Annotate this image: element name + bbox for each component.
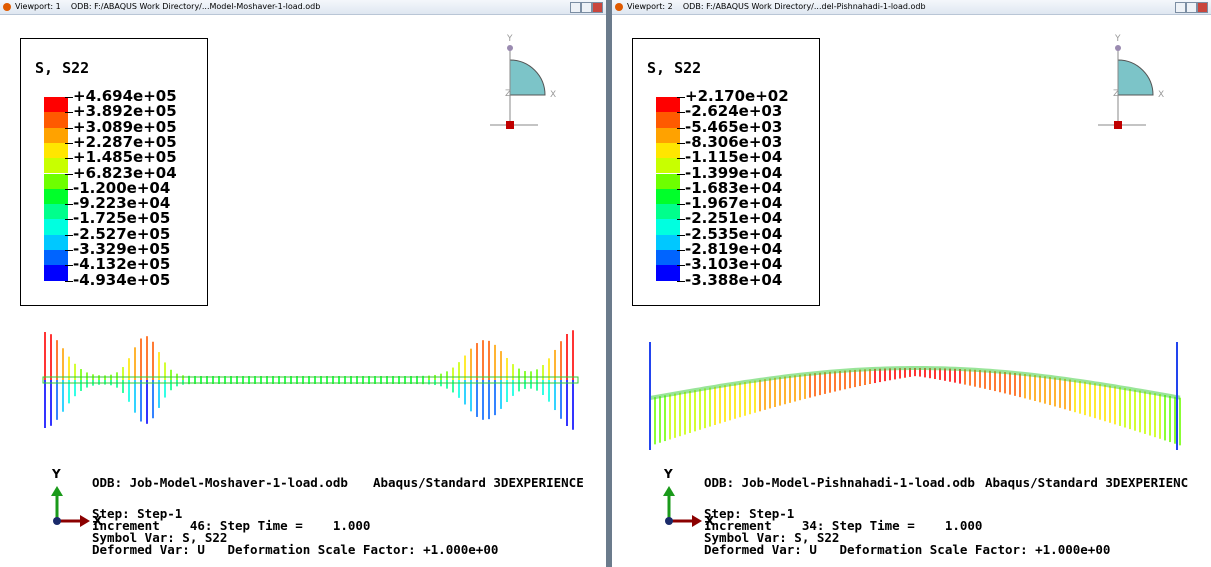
triad-origin (53, 517, 61, 525)
triad-origin (506, 121, 514, 129)
triad-origin (665, 517, 673, 525)
triad-quadrant (510, 60, 545, 95)
triad-label: Y (51, 467, 61, 481)
triad-x-head (80, 515, 90, 527)
triad-point (1115, 45, 1121, 51)
info-deformed: Deformed Var: U Deformation Scale Factor… (704, 544, 1110, 556)
triad-label: Y (663, 467, 673, 481)
info-solver: Abaqus/Standard 3DEXPERIENCE (373, 477, 584, 489)
triad-label: X (1158, 90, 1164, 100)
screen: Viewport: 1 ODB: F:/ABAQUS Work Director… (0, 0, 1211, 567)
triad-point (507, 45, 513, 51)
triad-y-head (51, 486, 63, 496)
triad-label: Z (505, 89, 511, 99)
info-odb: ODB: Job-Model-Pishnahadi-1-load.odb (704, 477, 975, 489)
triad-label: X (550, 90, 556, 100)
triad-label: Z (1113, 89, 1119, 99)
info-odb: ODB: Job-Model-Moshaver-1-load.odb (92, 477, 348, 489)
triad-origin (1114, 121, 1122, 129)
info-deformed: Deformed Var: U Deformation Scale Factor… (92, 544, 498, 556)
viewport: Viewport: 1 ODB: F:/ABAQUS Work Director… (0, 0, 606, 567)
viewport: Viewport: 2 ODB: F:/ABAQUS Work Director… (612, 0, 1211, 567)
triad-label: Y (1114, 34, 1121, 44)
triad-label: Y (506, 34, 513, 44)
triad-x-head (692, 515, 702, 527)
triad-quadrant (1118, 60, 1153, 95)
info-solver: Abaqus/Standard 3DEXPERIENC (985, 477, 1188, 489)
triad-y-head (663, 486, 675, 496)
